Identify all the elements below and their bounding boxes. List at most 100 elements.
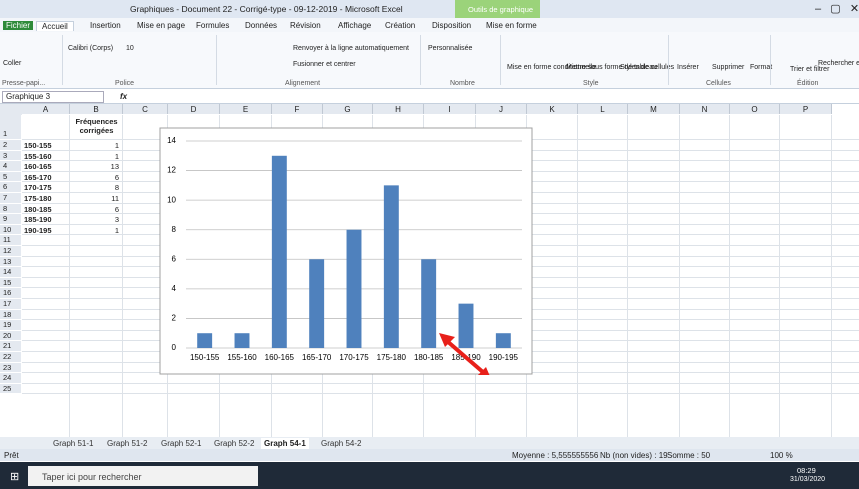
y-tick-label: 0 (172, 343, 177, 352)
row-header: 15 (0, 277, 21, 288)
ribbon-label[interactable]: Rechercher et sélectionner (818, 60, 859, 67)
cell-header: Fréquences corrigées (75, 117, 118, 135)
ribbon-separator (216, 35, 217, 85)
window-controls[interactable]: – ▢ ✕ (815, 3, 859, 15)
sheet-tab[interactable]: Graph 54-2 (321, 439, 362, 448)
cell-value: 6 (114, 204, 119, 214)
status-text: 100 % (770, 451, 793, 460)
ribbon-label[interactable]: Supprimer (712, 64, 745, 71)
tab-bar (0, 18, 859, 32)
cell-label: 170-175 (24, 183, 52, 193)
ribbon-label[interactable]: Fusionner et centrer (293, 61, 356, 68)
status-text: Moyenne : 5,555555556 (512, 451, 599, 460)
y-tick-label: 6 (172, 254, 177, 263)
ribbon-tab[interactable]: Insertion (90, 21, 121, 30)
chart[interactable]: 0 2 4 6 8 10 12 14 150-155 155-160 160-165 165-170 1… (159, 127, 533, 375)
sheet-tab[interactable]: Graph 54-1 (261, 438, 309, 449)
ribbon-label[interactable]: Mise en forme conditionnelle (507, 64, 597, 71)
ribbon-label[interactable]: Trier et filtrer (790, 66, 830, 73)
column-header: L (578, 104, 628, 114)
cell-label: 190-195 (24, 225, 52, 235)
ribbon-tab[interactable]: Formules (196, 21, 230, 30)
bar (421, 259, 437, 348)
ribbon-label[interactable]: Calibri (Corps) (68, 45, 114, 52)
ribbon-tab[interactable]: Disposition (432, 21, 472, 30)
row-header: 11 (0, 235, 21, 245)
ribbon-label[interactable]: Styles de cellules (620, 64, 675, 71)
cell-label: 180-185 (24, 204, 52, 214)
ribbon-label[interactable]: Mettre sous forme de tableau (566, 64, 658, 71)
ribbon-group-label: Style (583, 80, 599, 87)
sheet-tab[interactable]: Graph 51-1 (53, 439, 94, 448)
y-tick-label: 2 (172, 314, 177, 323)
corner (0, 104, 22, 115)
name-box[interactable] (2, 91, 104, 103)
column-header: K (527, 104, 578, 114)
arrow-head (478, 367, 490, 375)
cell-label: 175-180 (24, 194, 52, 203)
sheet-tab[interactable]: Graph 52-2 (214, 439, 255, 448)
start-button[interactable]: ⊞ (10, 471, 20, 483)
ribbon-tab[interactable]: Création (385, 21, 416, 30)
row-header: 5 (0, 171, 21, 182)
bar (383, 185, 399, 348)
bar (495, 333, 511, 348)
cell-value: 11 (111, 194, 119, 203)
ribbon-label[interactable]: Coller (3, 60, 22, 67)
row-header: 14 (0, 267, 21, 277)
sheet-tab-bar (0, 437, 859, 449)
clock-date: 31/03/2020 (790, 476, 826, 483)
ribbon (0, 32, 859, 89)
cell-label: 150-155 (24, 141, 52, 150)
column-line (831, 115, 832, 437)
row-header: 13 (0, 256, 21, 267)
column-header: O (730, 104, 780, 114)
x-tick-label: 160-165 (265, 353, 295, 362)
ribbon-label[interactable]: Insérer (677, 64, 699, 71)
bar (197, 333, 213, 348)
row-header: 17 (0, 299, 21, 309)
row-header: 24 (0, 373, 21, 383)
row-header: 22 (0, 352, 21, 362)
ribbon-separator (668, 35, 669, 85)
ribbon-tab[interactable]: Données (245, 21, 278, 30)
row-header: 3 (0, 150, 21, 161)
bar (271, 155, 287, 348)
annotation-arrow (445, 339, 486, 375)
ribbon-group-label: Police (115, 80, 135, 87)
y-tick-label: 4 (172, 284, 177, 293)
bar (309, 259, 325, 348)
sheet-tab[interactable]: Graph 52-1 (161, 439, 202, 448)
column-header: F (272, 104, 323, 114)
ribbon-label[interactable]: Format (750, 64, 773, 71)
search-box[interactable] (28, 466, 258, 486)
status-text: Nb (non vides) : 19 (600, 451, 668, 460)
ribbon-tab[interactable]: Mise en page (137, 21, 186, 30)
clock-time: 08:29 (797, 466, 816, 475)
column-header: A (22, 104, 70, 114)
ribbon-separator (420, 35, 421, 85)
bar (346, 229, 362, 348)
ribbon-label[interactable]: Renvoyer à la ligne automatiquement (293, 45, 409, 52)
ribbon-label[interactable]: 10 (126, 45, 134, 52)
row-header: 10 (0, 224, 21, 235)
ribbon-label[interactable]: Personnalisée (428, 45, 473, 52)
row-header: 16 (0, 288, 21, 298)
ribbon-group-label: Cellules (706, 80, 731, 87)
y-tick-label: 14 (167, 136, 176, 145)
ribbon-tab[interactable]: Fichier (3, 21, 34, 30)
ribbon-group-label: Nombre (450, 80, 475, 87)
column-header: I (424, 104, 476, 114)
ribbon-tab[interactable]: Mise en forme (486, 21, 537, 30)
cell-value: 1 (114, 151, 119, 161)
context-tab: Outils de graphique (468, 5, 534, 14)
bar (234, 333, 250, 348)
row-header: 21 (0, 341, 21, 351)
ribbon-tab[interactable]: Accueil (36, 21, 74, 31)
status-text: Prêt (4, 451, 19, 460)
ribbon-tab[interactable]: Affichage (338, 21, 372, 30)
ribbon-tab[interactable]: Révision (290, 21, 321, 30)
sheet-tab[interactable]: Graph 51-2 (107, 439, 148, 448)
row-line (22, 382, 859, 384)
